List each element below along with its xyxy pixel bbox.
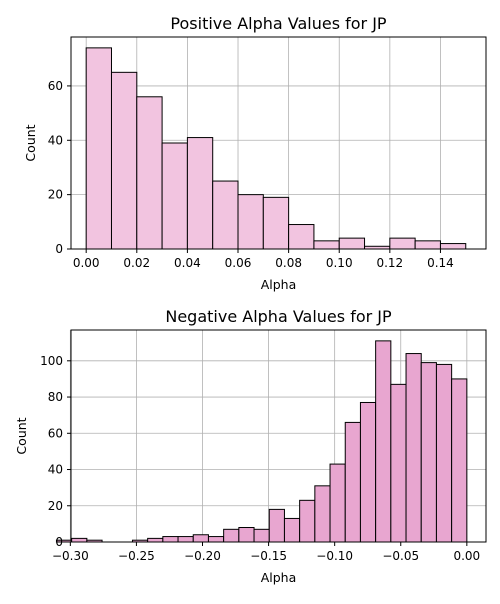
negative-bar-17 <box>314 485 331 543</box>
negative-ytick-label-5: 100 <box>40 354 63 368</box>
negative-bar-20 <box>359 401 377 543</box>
negative-ytick-label-4: 80 <box>48 390 63 404</box>
negative-xtick-label-0: −0.30 <box>52 549 89 563</box>
negative-axes-frame <box>70 329 487 543</box>
positive-bar-12 <box>389 237 416 250</box>
positive-xtick-label-4: 0.08 <box>275 256 302 270</box>
negative-bar-18 <box>329 463 346 543</box>
positive-bar-14 <box>439 243 467 250</box>
negative-bar-8 <box>177 536 194 543</box>
negative-y-axis-label: Count <box>14 417 29 454</box>
negative-bar-10 <box>207 536 225 543</box>
negative-x-axis-label: Alpha <box>261 570 297 585</box>
positive-bar-8 <box>288 224 315 250</box>
positive-ytick-label-1: 20 <box>48 188 63 202</box>
positive-chart: 0.00 0.02 0.04 0.06 0.08 0.10 0.12 0.14 0 20 40 60 P… <box>23 14 487 292</box>
negative-bar-26 <box>451 378 468 543</box>
positive-ytick-label-2: 40 <box>48 133 63 147</box>
positive-bar-6 <box>237 194 264 250</box>
negative-xtick-label-1: −0.25 <box>118 549 155 563</box>
positive-ytick-label-0: 0 <box>55 242 63 256</box>
positive-x-axis-label: Alpha <box>261 277 297 292</box>
negative-xtick-label-5: −0.05 <box>382 549 419 563</box>
negative-bar-11 <box>223 528 240 543</box>
positive-bar-2 <box>136 96 163 250</box>
negative-bar-6 <box>147 537 164 543</box>
negative-bar-22 <box>390 383 407 543</box>
positive-bar-0 <box>85 47 112 250</box>
positive-bar-10 <box>338 237 366 250</box>
negative-bar-24 <box>420 362 437 543</box>
negative-bar-7 <box>162 536 179 543</box>
positive-bar-1 <box>110 71 138 250</box>
negative-bar-12 <box>238 527 255 543</box>
positive-xtick-label-2: 0.04 <box>174 256 201 270</box>
positive-bar-4 <box>186 137 214 250</box>
positive-bar-7 <box>262 196 290 250</box>
positive-y-axis-label: Count <box>23 124 38 161</box>
negative-bar-25 <box>435 363 453 543</box>
negative-xtick-label-4: −0.10 <box>316 549 353 563</box>
positive-xtick-label-5: 0.10 <box>326 256 353 270</box>
negative-xtick-label-3: −0.15 <box>250 549 287 563</box>
positive-bar-5 <box>212 180 239 250</box>
negative-ytick-label-2: 40 <box>48 463 63 477</box>
negative-chart: −0.30 −0.25 −0.20 −0.15 −0.10 −0.05 0.00 0 20 40 6… <box>14 307 487 585</box>
negative-xtick-label-6: 0.00 <box>453 549 480 563</box>
negative-bar-19 <box>344 421 361 543</box>
negative-bar-15 <box>283 517 301 543</box>
negative-bar-16 <box>299 499 316 543</box>
positive-xtick-label-7: 0.14 <box>427 256 454 270</box>
positive-xtick-label-1: 0.02 <box>123 256 150 270</box>
positive-bar-9 <box>313 240 340 250</box>
negative-bar-1 <box>71 537 88 543</box>
negative-bar-14 <box>268 508 285 543</box>
negative-ytick-label-1: 20 <box>48 499 63 513</box>
positive-bar-3 <box>161 142 188 250</box>
negative-bar-13 <box>253 528 270 543</box>
positive-xtick-label-3: 0.06 <box>225 256 252 270</box>
positive-bar-13 <box>414 240 441 250</box>
negative-ytick-label-0: 0 <box>55 535 63 549</box>
negative-chart-title: Negative Alpha Values for JP <box>165 307 392 326</box>
negative-bar-21 <box>375 340 392 543</box>
negative-bar-9 <box>192 534 209 543</box>
negative-ytick-label-3: 60 <box>48 426 63 440</box>
positive-xtick-label-0: 0.00 <box>73 256 100 270</box>
negative-bar-23 <box>405 353 422 543</box>
negative-xtick-label-2: −0.20 <box>184 549 221 563</box>
positive-ytick-label-3: 60 <box>48 79 63 93</box>
positive-axes-frame <box>70 36 487 250</box>
positive-xtick-label-6: 0.12 <box>376 256 403 270</box>
positive-chart-title: Positive Alpha Values for JP <box>170 14 387 33</box>
